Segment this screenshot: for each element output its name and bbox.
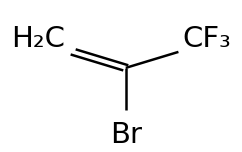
Text: H₂C: H₂C bbox=[11, 25, 65, 53]
Text: CF₃: CF₃ bbox=[182, 25, 231, 53]
Text: Br: Br bbox=[110, 121, 142, 149]
